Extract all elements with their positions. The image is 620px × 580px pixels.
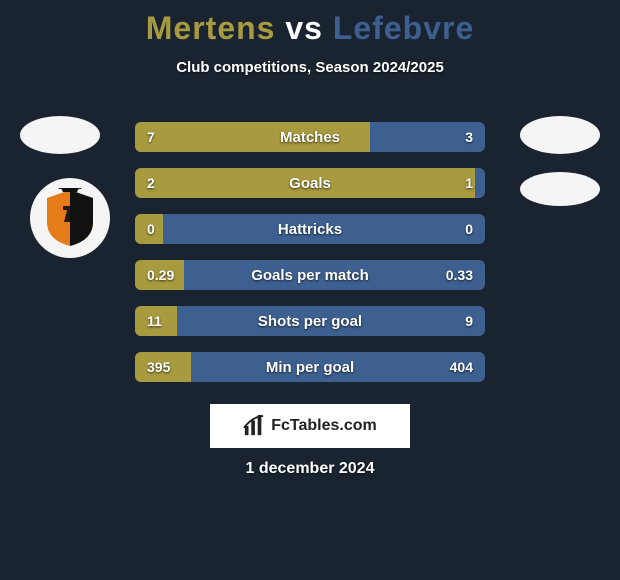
brand-badge: FcTables.com [210, 404, 410, 448]
stat-row: 73Matches [135, 122, 485, 152]
stat-label: Goals per match [135, 260, 485, 290]
stat-bar-left-fill [135, 352, 191, 382]
player-right-club-badge [520, 172, 600, 206]
player-right-name: Lefebvre [333, 10, 474, 46]
brand-chart-icon [243, 415, 265, 437]
stat-right-value: 9 [465, 306, 473, 336]
stat-bar-left-fill [135, 168, 475, 198]
stat-row: 21Goals [135, 168, 485, 198]
stat-bar-left-fill [135, 214, 163, 244]
player-left-club-badge [30, 178, 110, 258]
player-right-avatar [520, 116, 600, 154]
stat-label: Shots per goal [135, 306, 485, 336]
stat-right-value: 0.33 [446, 260, 473, 290]
stat-right-value: 3 [465, 122, 473, 152]
stat-row: 00Hattricks [135, 214, 485, 244]
stat-row: 395404Min per goal [135, 352, 485, 382]
subtitle: Club competitions, Season 2024/2025 [0, 59, 620, 76]
stat-bar-left-fill [135, 260, 184, 290]
date-label: 1 december 2024 [0, 460, 620, 478]
stat-row: 119Shots per goal [135, 306, 485, 336]
stat-bar-left-fill [135, 306, 177, 336]
comparison-bars: 73Matches 21Goals 00Hattricks 0.290.33Goals… [135, 122, 485, 398]
stat-row: 0.290.33Goals per match [135, 260, 485, 290]
vs-word: vs [285, 10, 323, 46]
stat-label: Hattricks [135, 214, 485, 244]
player-left-name: Mertens [146, 10, 276, 46]
stat-bar-left-fill [135, 122, 370, 152]
player-left-avatar [20, 116, 100, 154]
comparison-title: Mertens vs Lefebvre [0, 10, 620, 47]
brand-text: FcTables.com [271, 417, 377, 435]
stat-right-value: 404 [450, 352, 473, 382]
stat-right-value: 0 [465, 214, 473, 244]
club-shield-icon [43, 188, 97, 248]
